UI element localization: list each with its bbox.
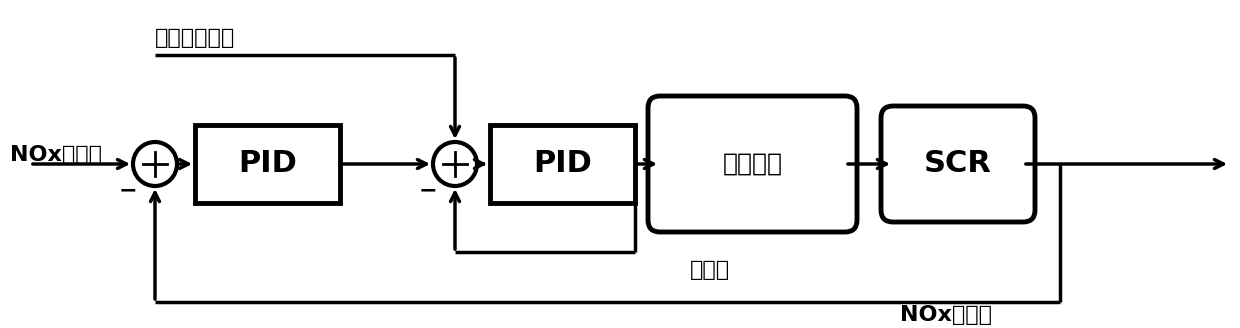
FancyBboxPatch shape [649,96,857,232]
Text: 氨流量计算值: 氨流量计算值 [155,28,236,48]
Text: 氨流量: 氨流量 [689,260,730,280]
Text: SCR: SCR [924,150,992,178]
Text: −: − [419,180,438,200]
FancyBboxPatch shape [195,125,340,203]
Text: NOx测量值: NOx测量值 [900,305,992,325]
Text: −: − [119,180,138,200]
Text: NOx设定值: NOx设定值 [10,145,102,165]
FancyBboxPatch shape [880,106,1035,222]
Text: PID: PID [533,150,591,178]
Text: PID: PID [238,150,296,178]
FancyBboxPatch shape [490,125,635,203]
Text: 喷氨装置: 喷氨装置 [723,152,782,176]
